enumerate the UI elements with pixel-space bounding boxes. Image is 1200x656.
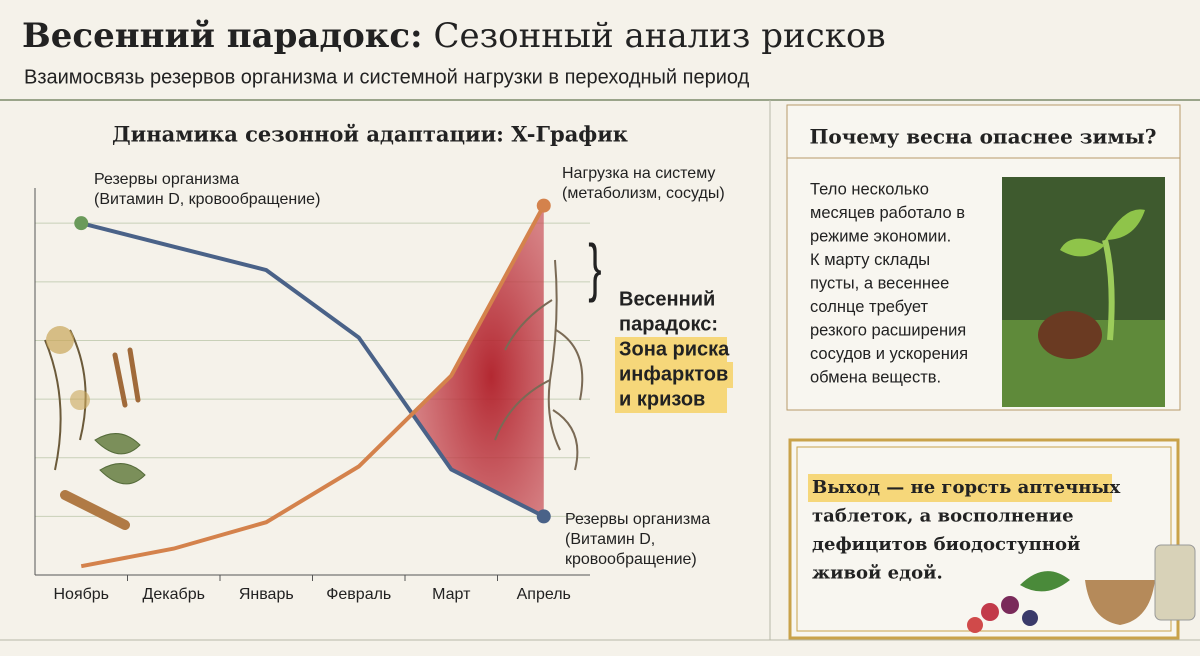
x-tick-label: Ноябрь <box>53 586 109 603</box>
title-bold: Весенний парадокс: <box>22 16 423 56</box>
risk-zone <box>412 205 544 517</box>
annotation: (метаболизм, сосуды) <box>562 185 725 202</box>
sidebar-text: К марту склады <box>810 251 930 269</box>
highlight <box>615 337 727 363</box>
title: Весенний парадокс: Сезонный анализ риско… <box>22 16 886 56</box>
series-label: Нагрузка на систему <box>562 165 715 182</box>
x-tick-label: Январь <box>239 586 294 603</box>
x-tick-label: Апрель <box>517 586 571 603</box>
title-rest: Сезонный анализ рисков <box>433 16 885 56</box>
annotation: (Витамин D, кровообращение) <box>94 191 320 208</box>
line <box>80 204 546 569</box>
exit-text: таблеток, а восполнение <box>812 506 1074 527</box>
exit-box-inner <box>796 446 1172 632</box>
sidebar-text: сосудов и ускорения <box>810 345 968 363</box>
series-label: Резервы организма <box>565 511 710 528</box>
exit-text: Выход — не горсть аптечных <box>812 477 1120 498</box>
chart-title: Динамика сезонной адаптации: X-График <box>112 122 628 147</box>
annotation: парадокс: <box>619 313 718 335</box>
annotation: инфарктов <box>619 363 728 385</box>
annotation: Зона риска <box>619 338 730 360</box>
annotation: Весенний <box>619 288 715 310</box>
herb-illustration <box>44 326 146 530</box>
root-illustration <box>494 259 584 471</box>
highlight <box>615 387 727 413</box>
annotation: и кризов <box>619 388 705 410</box>
subtitle: Взаимосвязь резервов организма и системн… <box>24 66 750 88</box>
sidebar-text: солнце требует <box>810 298 929 316</box>
sidebar-text: режиме экономии. <box>810 227 951 245</box>
highlight <box>808 474 1112 502</box>
exit-text: живой едой. <box>812 563 943 584</box>
sidebar-text: резкого расширения <box>810 321 966 339</box>
point <box>74 216 89 231</box>
x-tick-label: Февраль <box>326 586 391 603</box>
line <box>80 221 545 519</box>
brace: } <box>588 233 601 304</box>
food-illustration <box>967 544 1196 633</box>
annotation: (Витамин D, <box>565 531 655 548</box>
point <box>536 509 551 524</box>
sidebar-text: Тело несколько <box>810 180 929 198</box>
plot: Ноябрь Декабрь Январь Февраль Март Апрель Резе… <box>34 165 733 603</box>
sidebar-text: пусты, а весеннее <box>810 274 949 292</box>
sidebar-text: месяцев работало в <box>810 204 965 222</box>
series-label: Резервы организма <box>94 171 239 188</box>
highlight <box>615 362 733 388</box>
x-tick-label: Март <box>432 586 471 603</box>
annotation: кровообращение) <box>565 551 697 568</box>
point <box>536 198 551 213</box>
x-tick-label: Декабрь <box>143 586 205 603</box>
seedling-photo <box>1002 177 1165 407</box>
sidebar-text: обмена веществ. <box>810 368 941 386</box>
sidebar-title: Почему весна опаснее зимы? <box>810 125 1157 149</box>
exit-text: дефицитов биодоступной <box>812 534 1080 555</box>
